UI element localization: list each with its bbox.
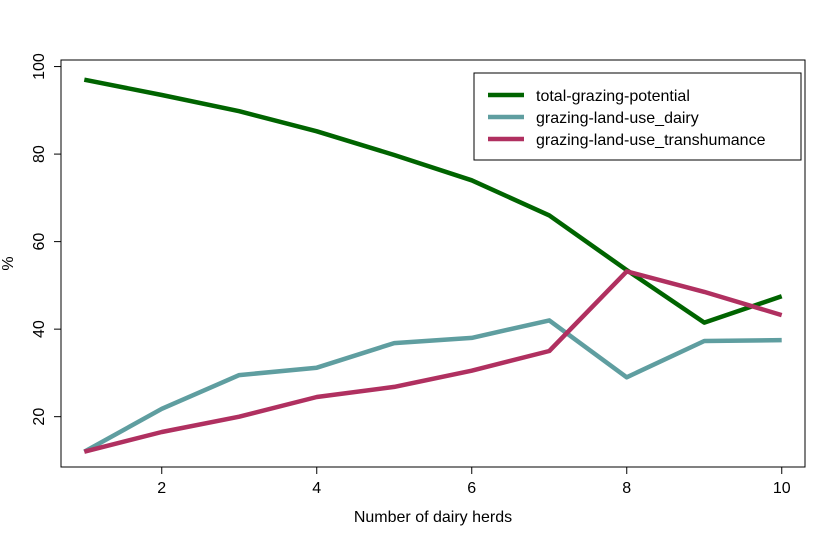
series-layer xyxy=(83,77,783,454)
y-tick-label: 20 xyxy=(31,408,48,426)
y-axis-label: % xyxy=(0,256,17,270)
y-tick-label: 100 xyxy=(31,53,48,80)
legend-label-3: grazing-land-use_transhumance xyxy=(536,132,766,149)
x-axis: 2 4 6 8 10 xyxy=(157,467,791,497)
legend-label-2: grazing-land-use_dairy xyxy=(536,110,699,127)
y-tick-label: 40 xyxy=(31,320,48,338)
legend-label-1: total-grazing-potential xyxy=(536,88,690,105)
x-tick-label: 2 xyxy=(157,480,166,497)
y-tick-label: 60 xyxy=(31,233,48,251)
series-line-3 xyxy=(83,269,783,454)
x-tick-label: 10 xyxy=(773,480,791,497)
plot-frame xyxy=(60,59,806,468)
legend-box xyxy=(473,72,802,161)
x-axis-label: Number of dairy herds xyxy=(354,509,512,526)
series-line-2 xyxy=(83,318,782,454)
y-axis: 20 40 60 80 100 xyxy=(31,53,61,426)
x-tick-label: 4 xyxy=(312,480,321,497)
x-tick-label: 6 xyxy=(467,480,476,497)
x-tick-label: 8 xyxy=(622,480,631,497)
series-line-1 xyxy=(83,77,783,325)
legend: total-grazing-potential grazing-land-use_… xyxy=(473,72,802,161)
y-tick-label: 80 xyxy=(31,145,48,163)
